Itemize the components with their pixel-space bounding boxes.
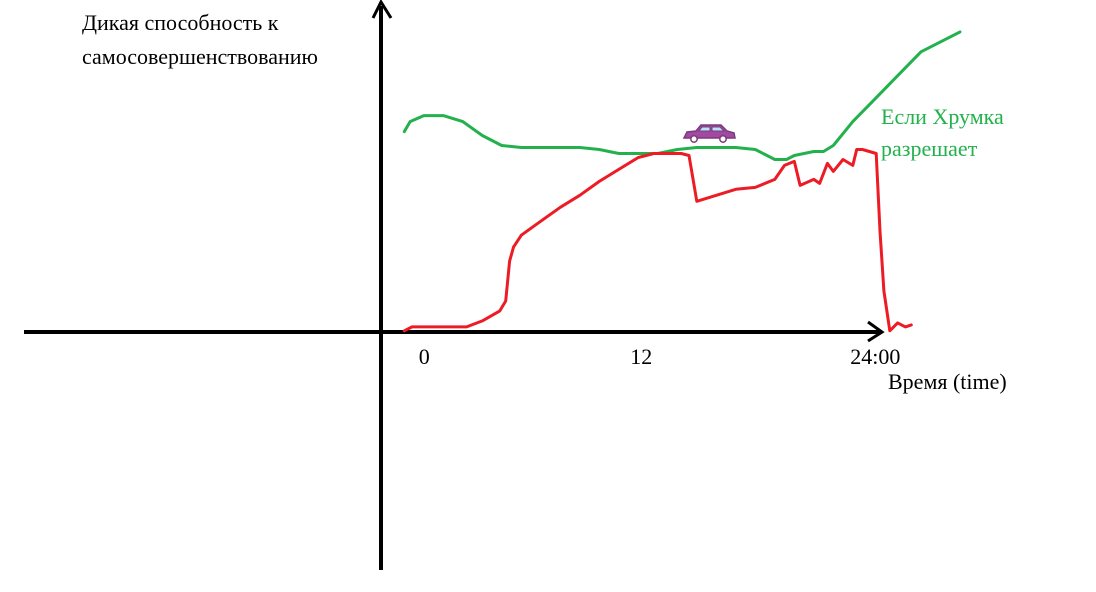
car-icon: [682, 124, 736, 143]
x-tick-label: 24:00: [850, 344, 900, 369]
y-axis-label-line-2: самосовершенствованию: [82, 44, 318, 69]
series-line-green: [402, 30, 962, 161]
x-tick-labels: 0 12 24:00: [419, 344, 901, 369]
x-axis-arrowhead: [867, 320, 885, 343]
x-tick-label: 12: [630, 344, 652, 369]
y-axis-label-line-1: Дикая способность к: [82, 10, 279, 35]
series-label-green-line-2: разрешает: [881, 136, 978, 161]
series-line-red: [402, 148, 913, 333]
y-axis-arrowhead: [371, 0, 393, 19]
series-label-green-line-1: Если Хрумка: [881, 104, 1004, 129]
x-axis-label: Время (time): [888, 369, 1007, 394]
x-tick-label: 0: [419, 344, 430, 369]
